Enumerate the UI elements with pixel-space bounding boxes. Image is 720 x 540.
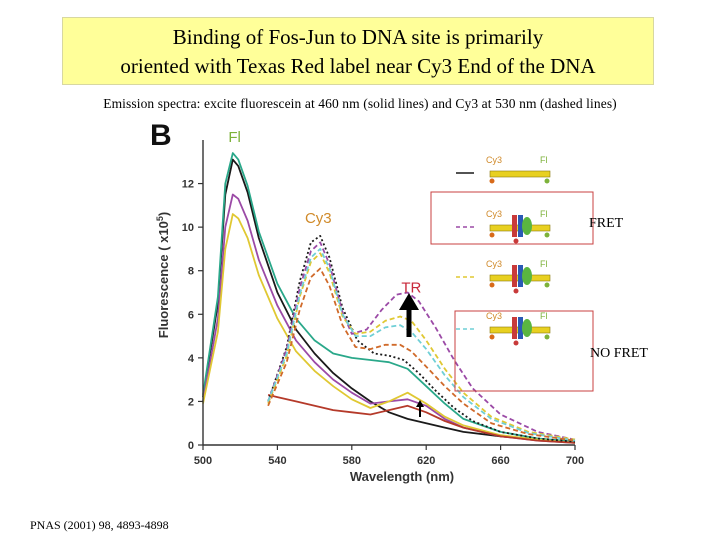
protein-green bbox=[522, 217, 532, 235]
peak-label-fl: Fl bbox=[228, 129, 241, 146]
protein-blue bbox=[518, 215, 523, 237]
peak-label-tr: TR bbox=[401, 280, 421, 297]
tr-dot bbox=[513, 288, 519, 294]
peak-label-cy3: Cy3 bbox=[305, 210, 332, 227]
series-line-1 bbox=[202, 158, 576, 443]
protein-red bbox=[512, 317, 517, 339]
series-line-9 bbox=[267, 248, 576, 442]
legend-fl-label: Fl bbox=[540, 259, 548, 269]
legend-fl-label: Fl bbox=[540, 311, 548, 321]
legend-fl-label: Fl bbox=[540, 155, 548, 165]
dna-bar bbox=[489, 170, 551, 178]
nofret-box bbox=[454, 310, 594, 392]
fret-label: FRET bbox=[589, 216, 624, 231]
series-line-2 bbox=[202, 152, 576, 443]
small-arrow bbox=[416, 400, 424, 417]
y-axis-label: Fluorescence ( x105) bbox=[155, 212, 171, 338]
x-tick-label: 500 bbox=[194, 455, 212, 467]
panel-label: B bbox=[150, 119, 172, 152]
protein-green bbox=[522, 267, 532, 285]
legend-cy3-label: Cy3 bbox=[486, 311, 502, 321]
legend-insets: Cy3 Fl Cy3 Fl Cy3 Fl Cy3 Fl bbox=[430, 155, 594, 392]
protein-red bbox=[512, 215, 517, 237]
legend-cy3-label: Cy3 bbox=[486, 209, 502, 219]
cy3-dot bbox=[489, 178, 495, 184]
cy3-dot bbox=[489, 282, 495, 288]
y-tick-label: 4 bbox=[188, 353, 195, 365]
y-tick-label: 2 bbox=[188, 396, 194, 408]
cy3-dot bbox=[489, 232, 495, 238]
x-axis-label: Wavelength (nm) bbox=[350, 469, 454, 484]
protein-green bbox=[522, 319, 532, 337]
protein-blue bbox=[518, 317, 523, 339]
series-line-10 bbox=[267, 267, 576, 442]
title-line-1: Binding of Fos-Jun to DNA site is primar… bbox=[172, 25, 544, 49]
cy3-dot bbox=[489, 334, 495, 340]
legend-cy3-label: Cy3 bbox=[486, 155, 502, 165]
y-tick-label: 6 bbox=[188, 309, 194, 321]
title-line-2: oriented with Texas Red label near Cy3 E… bbox=[120, 54, 596, 78]
fl-dot bbox=[544, 232, 550, 238]
y-axis-label-text: Fluorescence ( x10 bbox=[156, 221, 171, 338]
x-tick-label: 700 bbox=[566, 455, 584, 467]
y-axis-label-exp: 5 bbox=[155, 216, 165, 221]
series-group bbox=[202, 152, 576, 444]
series-line-5 bbox=[267, 394, 576, 444]
x-tick-label: 620 bbox=[417, 455, 435, 467]
increase-arrow bbox=[399, 293, 419, 337]
x-tick-label: 540 bbox=[268, 455, 286, 467]
series-line-6 bbox=[267, 235, 576, 443]
fl-dot bbox=[544, 178, 550, 184]
y-tick-label: 0 bbox=[188, 440, 194, 452]
legend-fl-label: Fl bbox=[540, 209, 548, 219]
nofret-label: NO FRET bbox=[590, 346, 648, 361]
y-tick-label: 12 bbox=[182, 179, 194, 191]
tr-dot bbox=[513, 340, 519, 346]
x-tick-label: 580 bbox=[343, 455, 361, 467]
y-tick-label: 10 bbox=[182, 222, 194, 234]
fl-dot bbox=[544, 282, 550, 288]
tr-dot bbox=[513, 238, 519, 244]
axes: 500 540 580 620 660 700 0 2 4 6 8 10 12 bbox=[182, 140, 584, 467]
peak-labels: Fl Cy3 TR bbox=[228, 129, 421, 296]
y-axis-label-close: ) bbox=[156, 212, 171, 216]
title-box: Binding of Fos-Jun to DNA site is primar… bbox=[62, 17, 654, 85]
subtitle: Emission spectra: excite fluorescein at … bbox=[103, 96, 617, 111]
protein-red bbox=[512, 265, 517, 287]
x-tick-label: 660 bbox=[491, 455, 509, 467]
series-line-7 bbox=[267, 241, 576, 441]
legend-cy3-label: Cy3 bbox=[486, 259, 502, 269]
citation: PNAS (2001) 98, 4893-4898 bbox=[30, 518, 169, 532]
series-line-4 bbox=[202, 213, 576, 444]
fret-box bbox=[430, 191, 594, 245]
y-tick-label: 8 bbox=[188, 266, 194, 278]
fl-dot bbox=[544, 334, 550, 340]
protein-blue bbox=[518, 265, 523, 287]
series-line-8 bbox=[267, 252, 576, 441]
